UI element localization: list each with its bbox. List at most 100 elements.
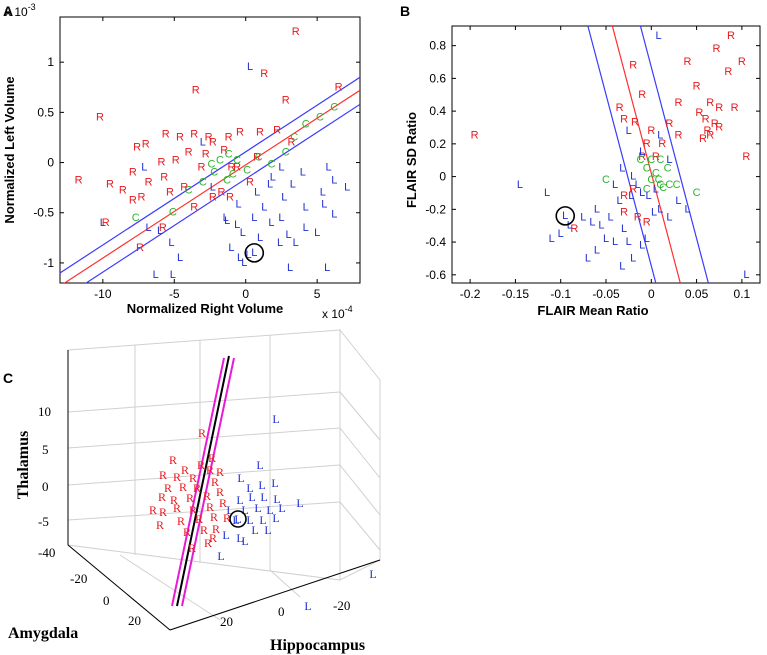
- x-tick-label: 0: [648, 287, 655, 301]
- point3d-R: R: [198, 426, 206, 440]
- x-tick-label: -0.1: [550, 287, 571, 301]
- point3d-R: R: [177, 514, 185, 528]
- point-R: R: [674, 97, 682, 109]
- point-L: L: [517, 179, 523, 191]
- point-R: R: [652, 151, 660, 163]
- point-L: L: [626, 236, 632, 248]
- plane-edge-line: [171, 357, 225, 607]
- point-L: L: [619, 261, 625, 273]
- point3d-R: R: [189, 471, 197, 485]
- point3d-R: R: [179, 480, 187, 494]
- point-R: R: [246, 177, 254, 189]
- point3d-R: R: [195, 512, 203, 526]
- y-tick-label: 0.2: [429, 137, 446, 151]
- point-L: L: [639, 146, 645, 158]
- point3d-R: R: [203, 489, 211, 503]
- point-L: L: [684, 203, 690, 215]
- point-R: R: [129, 167, 137, 179]
- point-L: L: [321, 199, 327, 211]
- point-L: L: [626, 125, 632, 137]
- panel-a-xlabel: Normalized Right Volume: [127, 301, 284, 316]
- point-R: R: [658, 138, 666, 150]
- point-L: L: [293, 237, 299, 249]
- point-C: C: [290, 131, 298, 143]
- point-C: C: [659, 182, 667, 194]
- point-C: C: [169, 207, 177, 219]
- point-R: R: [159, 222, 167, 234]
- point-R: R: [731, 102, 739, 114]
- x-tick-label: 5: [314, 287, 321, 301]
- point3d-L: L: [226, 503, 233, 517]
- point-R: R: [715, 121, 723, 133]
- point3d-R: R: [181, 463, 189, 477]
- point3d-L: L: [273, 492, 280, 506]
- point-R: R: [273, 124, 281, 136]
- point-R: R: [706, 97, 714, 109]
- point-L: L: [675, 195, 681, 207]
- point-L: L: [237, 252, 243, 264]
- point-C: C: [316, 111, 324, 123]
- panel-letter-c: C: [3, 370, 13, 386]
- point-R: R: [253, 152, 261, 164]
- point-C: C: [655, 174, 663, 186]
- point-R: R: [292, 26, 300, 38]
- point-R: R: [724, 66, 732, 78]
- point-L: L: [567, 220, 573, 232]
- point-R: R: [260, 68, 268, 80]
- point-R: R: [160, 172, 168, 184]
- point-R: R: [220, 145, 228, 157]
- point-L: L: [234, 219, 240, 231]
- point-R: R: [629, 184, 637, 196]
- x-tick-label: -10: [94, 287, 112, 301]
- point-L: L: [607, 212, 613, 224]
- point-L: L: [657, 130, 663, 142]
- point-C: C: [673, 179, 681, 191]
- point-C: C: [664, 162, 672, 174]
- point-R: R: [233, 162, 241, 174]
- point-L: L: [303, 222, 309, 234]
- point-L: L: [314, 227, 320, 239]
- point-L: L: [646, 190, 652, 202]
- point-R: R: [620, 113, 628, 125]
- point-L: L: [657, 203, 663, 215]
- point-R: R: [570, 223, 578, 235]
- point-R: R: [102, 217, 110, 229]
- point-L: L: [240, 227, 246, 239]
- point-L: L: [228, 242, 234, 254]
- point-L: L: [612, 236, 618, 248]
- point3d-R: R: [219, 496, 227, 510]
- point-L: L: [628, 190, 634, 202]
- point-R: R: [647, 125, 655, 137]
- z-tick: 5: [42, 442, 49, 457]
- point3d-L: L: [260, 490, 267, 504]
- point-L: L: [639, 187, 645, 199]
- point-R: R: [616, 102, 624, 114]
- grid-line: [67, 501, 341, 521]
- point-R: R: [185, 147, 193, 159]
- point-L: L: [619, 162, 625, 174]
- point3d-L: L: [258, 478, 265, 492]
- point-L: L: [344, 182, 350, 194]
- point3d-R: R: [216, 465, 224, 479]
- y-tick: -40: [38, 545, 55, 560]
- x-tick: 20: [220, 614, 233, 629]
- y-tick-label: 0.4: [429, 104, 446, 118]
- point3d-L: L: [296, 496, 303, 510]
- point-L: L: [200, 136, 206, 148]
- panel-a-ylabel: Normalized Left Volume: [2, 76, 17, 223]
- point-L: L: [287, 262, 293, 274]
- point-C: C: [330, 101, 338, 113]
- point-R: R: [227, 162, 235, 174]
- point3d-L: L: [241, 503, 248, 517]
- point-R: R: [180, 182, 188, 194]
- point-L: L: [630, 252, 636, 264]
- point3d-L: L: [278, 501, 285, 515]
- panel-c-points: RR R RRR R RR RR R R RR R R R RR R R R R RR R RR R R RR RRRLLLL…: [149, 412, 377, 613]
- point-L: L: [653, 184, 659, 196]
- point-L: L: [223, 212, 229, 224]
- point-R: R: [702, 113, 710, 125]
- point-R: R: [142, 138, 150, 150]
- point-C: C: [643, 184, 651, 196]
